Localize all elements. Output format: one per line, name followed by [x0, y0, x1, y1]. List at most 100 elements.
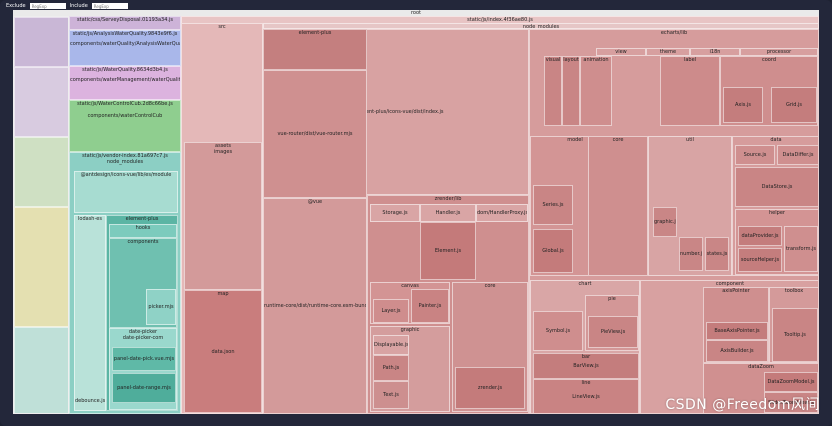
file-label: graphic.js	[654, 219, 677, 225]
date-picker-block[interactable]: date-picker date-picker-com panel-date-p…	[109, 328, 177, 410]
element-file[interactable]: Element.js	[420, 222, 476, 280]
symbol-file[interactable]: Symbol.js	[533, 311, 583, 351]
number-file[interactable]: number.js	[679, 237, 703, 271]
left-strip-purple2[interactable]	[14, 67, 68, 137]
line-block[interactable]: line LineView.js	[533, 379, 639, 413]
echarts-block[interactable]: echarts/lib visual layout animation view…	[529, 29, 819, 414]
chart-block[interactable]: chart Symbol.js pie PieView.js bar BarVi…	[530, 280, 640, 413]
chunk-survey-disposal[interactable]: static/css/ServeyDisposal.01193a34.js	[69, 16, 181, 30]
file-label: states.js	[706, 251, 728, 257]
pie-view-file[interactable]: PieView.js	[588, 316, 638, 348]
left-strip-purple[interactable]	[14, 17, 68, 67]
include-input[interactable]	[91, 3, 128, 9]
core-echarts-block[interactable]: core	[588, 136, 648, 276]
left-strip-teal[interactable]	[14, 327, 68, 413]
canvas-block[interactable]: canvas Painter.js Layer.js	[370, 282, 450, 324]
chunk-water-quality[interactable]: static/js/WaterQuality.8634d3b4.js compo…	[69, 66, 181, 100]
node-modules-region[interactable]: node_modules	[263, 23, 819, 29]
filter-toolbar: Exclude Include	[6, 2, 826, 10]
exclude-input[interactable]	[29, 3, 66, 9]
vue-router[interactable]: vue-router/dist/vue-router.mjs	[263, 70, 367, 198]
axis-pointer-block[interactable]: axisPointer BaseAxisPointer.js AxisBuild…	[703, 287, 769, 363]
source-file[interactable]: Source.js	[735, 145, 775, 165]
layout-block[interactable]: layout	[562, 56, 580, 126]
i18n-block[interactable]: i18n	[690, 48, 740, 56]
picker-block[interactable]: picker.mjs	[146, 289, 176, 325]
bar-block[interactable]: bar BarView.js	[533, 353, 639, 379]
handler-file[interactable]: Handler.js	[420, 204, 476, 222]
handler-proxy-file[interactable]: dom/HandlerProxy.js	[476, 204, 528, 222]
storage-file[interactable]: Storage.js	[370, 204, 420, 222]
core-block[interactable]: core zrender.js	[452, 282, 528, 412]
pie-block[interactable]: pie PieView.js	[585, 295, 639, 351]
chunk-water-control[interactable]: static/js/WaterControlCub.2d8c66be.js co…	[69, 100, 181, 152]
datazoom-model-file[interactable]: DataZoomModel.js	[764, 372, 818, 392]
visual-block[interactable]: visual	[544, 56, 562, 126]
grid-file[interactable]: Grid.js	[771, 87, 817, 123]
series-file[interactable]: Series.js	[533, 185, 573, 225]
element-plus-main[interactable]: element-plus	[263, 29, 367, 70]
lodash-block[interactable]: lodash-es debounce.js	[74, 215, 106, 411]
graphic-util-file[interactable]: graphic.js	[653, 207, 677, 237]
source-helper-file[interactable]: sourceHelper.js	[738, 248, 782, 272]
zrender-file[interactable]: zrender.js	[455, 367, 525, 409]
block-label: component	[715, 281, 745, 287]
base-axis-pointer-file[interactable]: BaseAxisPointer.js	[706, 322, 768, 340]
panel-date-pick[interactable]: panel-date-pick.vue.mjs	[112, 347, 176, 371]
tooltip-file[interactable]: Tooltip.js	[772, 308, 818, 362]
block-label: core	[484, 283, 496, 289]
components-block[interactable]: components picker.mjs	[109, 238, 177, 328]
component-block[interactable]: component axisPointer BaseAxisPointer.js…	[640, 280, 818, 413]
src-column[interactable]: src assets images map data.json	[181, 23, 263, 414]
slider-zoom-file[interactable]: SliderZoomView.js	[764, 392, 818, 413]
util-block[interactable]: util graphic.js number.js states.js	[648, 136, 732, 276]
vue-block[interactable]: @vue runtime-core/dist/runtime-core.esm-…	[263, 198, 367, 414]
block-label: dataZoom	[748, 364, 774, 370]
chunk-analysis-water[interactable]: static/js/AnalysisWaterQuality.9843e9f6.…	[69, 30, 181, 66]
toolbox-block[interactable]: toolbox Tooltip.js	[769, 287, 818, 363]
states-file[interactable]: states.js	[705, 237, 729, 271]
axis-builder-file[interactable]: AxisBuilder.js	[706, 340, 768, 362]
chunk-vendor-index[interactable]: static/js/vendor-index.81a697c7.js node_…	[69, 152, 181, 414]
data-store-file[interactable]: DataStore.js	[735, 167, 818, 207]
antd-icons-block[interactable]: @antdesign/icons-vue/lib/es/module	[74, 171, 178, 213]
text-file[interactable]: Text.js	[373, 381, 409, 409]
panel-date-range[interactable]: panel-date-range.mjs	[112, 373, 176, 403]
zrender-block[interactable]: zrender/lib Storage.js Handler.js dom/Ha…	[367, 195, 529, 414]
global-file[interactable]: Global.js	[533, 229, 573, 273]
layer-file[interactable]: Layer.js	[373, 299, 409, 323]
assets-block[interactable]: assets images	[184, 142, 262, 290]
path-file[interactable]: Path.js	[373, 355, 409, 381]
theme-block[interactable]: theme	[646, 48, 690, 56]
hooks-block[interactable]: hooks	[109, 224, 177, 238]
file-label: Axis.js	[735, 102, 751, 108]
file-label: transform.js	[785, 246, 817, 252]
root-node[interactable]: root	[13, 10, 819, 16]
label-block[interactable]: label	[660, 56, 720, 126]
graphic-block[interactable]: graphic Path.js Text.js Displayable.js	[370, 326, 450, 412]
file-label: DataDiffer.js	[782, 152, 814, 158]
data-block[interactable]: data Source.js DataDiffer.js DataStore.j…	[732, 136, 818, 276]
helper-block[interactable]: helper dataProvider.js sourceHelper.js t…	[735, 209, 818, 275]
element-plus-left-block[interactable]: element-plus hooks components picker.mjs…	[106, 215, 178, 411]
file-label: Storage.js	[382, 210, 408, 216]
view-block[interactable]: view	[596, 48, 646, 56]
painter-file[interactable]: Painter.js	[411, 289, 449, 323]
file-label: Layer.js	[381, 308, 401, 314]
left-strip-yellow[interactable]	[14, 207, 68, 327]
block-label: date-picker-com	[122, 335, 164, 341]
file-label: Tooltip.js	[784, 332, 806, 338]
map-block[interactable]: map data.json	[184, 290, 262, 413]
transform-file[interactable]: transform.js	[784, 226, 818, 272]
data-differ-file[interactable]: DataDiffer.js	[777, 145, 818, 165]
displayable-file[interactable]: Displayable.js	[373, 335, 409, 355]
left-strip-green[interactable]	[14, 137, 68, 207]
block-label: lodash-es	[78, 216, 102, 222]
coord-block[interactable]: coord Axis.js Grid.js	[720, 56, 818, 126]
axis-file[interactable]: Axis.js	[723, 87, 763, 123]
animation-block[interactable]: animation	[580, 56, 612, 126]
datazoom-block[interactable]: dataZoom DataZoomModel.js SliderZoomView…	[703, 363, 818, 413]
data-provider-file[interactable]: dataProvider.js	[738, 226, 782, 246]
processor-block[interactable]: processor	[740, 48, 818, 56]
block-label: core	[612, 137, 624, 143]
